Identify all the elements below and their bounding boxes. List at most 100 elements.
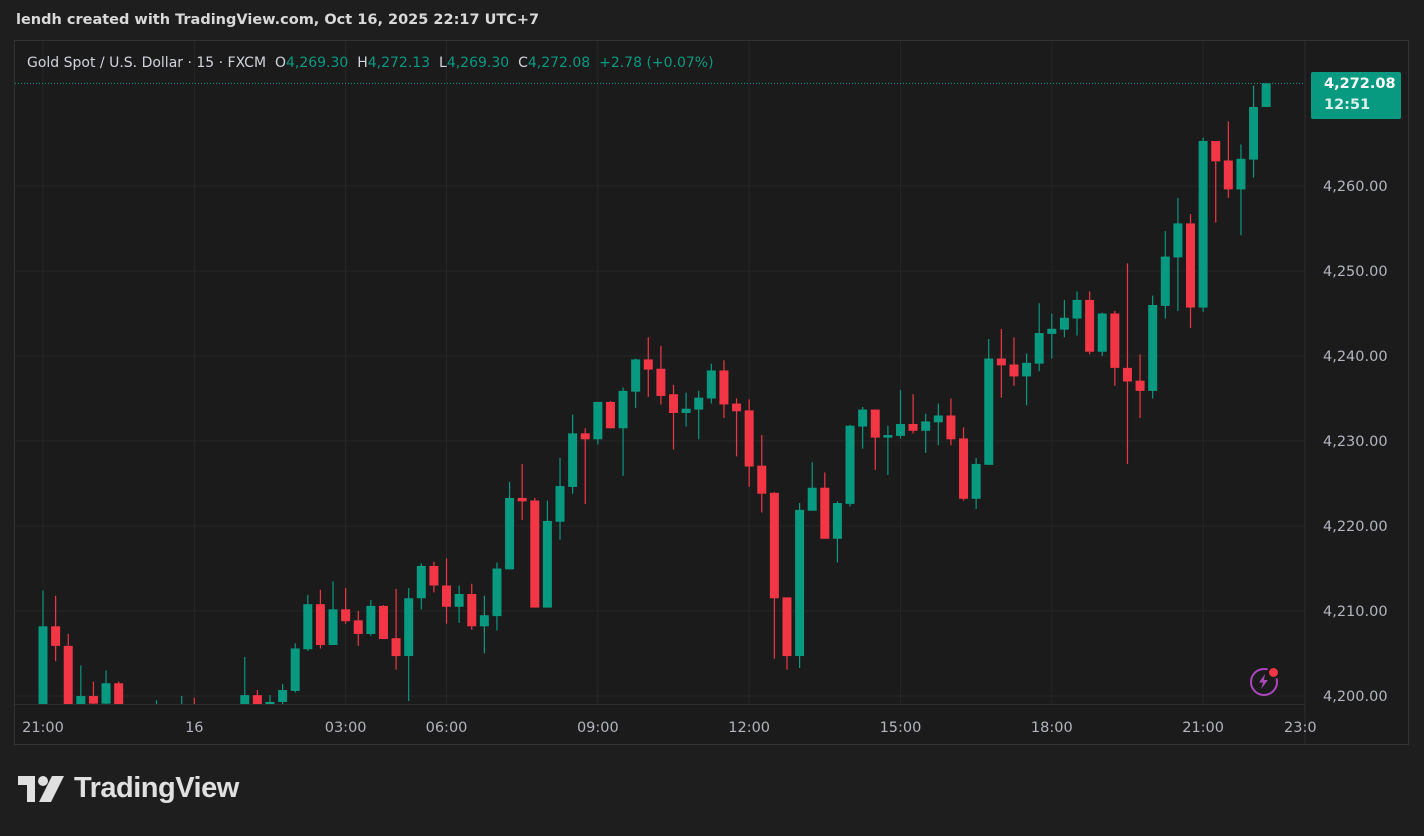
candle[interactable] (820, 472, 830, 539)
candle[interactable] (278, 684, 288, 706)
candle[interactable] (152, 700, 161, 714)
candle[interactable] (1223, 121, 1233, 198)
candle[interactable] (517, 463, 527, 521)
candle[interactable] (228, 706, 237, 719)
candle[interactable] (921, 413, 931, 453)
candle[interactable] (240, 656, 250, 713)
candle[interactable] (1236, 144, 1246, 236)
candle[interactable] (38, 590, 48, 715)
candle[interactable] (467, 583, 477, 630)
candle[interactable] (63, 633, 73, 717)
candle[interactable] (732, 398, 742, 457)
candle[interactable] (1085, 291, 1095, 355)
candle[interactable] (542, 500, 552, 608)
candle[interactable] (530, 497, 540, 608)
candle[interactable] (177, 696, 186, 713)
candle[interactable] (190, 697, 199, 712)
candle[interactable] (605, 401, 615, 429)
candle[interactable] (807, 462, 817, 511)
candle[interactable] (1110, 310, 1120, 386)
candle[interactable] (76, 665, 86, 713)
candle[interactable] (984, 339, 994, 465)
candle[interactable] (669, 384, 678, 450)
candle[interactable] (719, 360, 729, 419)
candle[interactable] (341, 588, 351, 624)
candle[interactable] (996, 328, 1006, 398)
candle[interactable] (593, 401, 603, 445)
candle[interactable] (290, 643, 300, 693)
candle[interactable] (404, 588, 414, 702)
candle[interactable] (51, 595, 61, 662)
candle[interactable] (908, 394, 918, 434)
candle[interactable] (328, 581, 338, 645)
candle[interactable] (492, 562, 502, 631)
candle[interactable] (694, 390, 704, 440)
candle[interactable] (1249, 85, 1259, 178)
candle[interactable] (656, 345, 666, 405)
candle[interactable] (1059, 299, 1069, 338)
candle[interactable] (1135, 354, 1145, 419)
candle[interactable] (933, 403, 943, 446)
candle[interactable] (568, 414, 578, 494)
candle[interactable] (1186, 214, 1196, 328)
candle[interactable] (101, 670, 111, 708)
candle[interactable] (959, 427, 969, 501)
candle[interactable] (416, 563, 426, 610)
candle[interactable] (88, 681, 98, 710)
candle[interactable] (315, 589, 325, 649)
candle[interactable] (643, 337, 653, 397)
candle[interactable] (971, 458, 981, 509)
candle[interactable] (1160, 231, 1170, 319)
candle[interactable] (769, 492, 779, 659)
candle[interactable] (1022, 353, 1032, 406)
candle[interactable] (265, 695, 275, 711)
candle[interactable] (127, 705, 136, 716)
candle[interactable] (366, 599, 376, 636)
candle[interactable] (580, 428, 590, 504)
candle[interactable] (1148, 295, 1158, 399)
candle[interactable] (114, 681, 124, 712)
candle[interactable] (795, 503, 805, 668)
candle[interactable] (1198, 137, 1208, 312)
candle[interactable] (744, 399, 754, 487)
candle[interactable] (454, 585, 464, 623)
candle[interactable] (303, 594, 313, 651)
candle[interactable] (895, 390, 905, 439)
candle[interactable] (1261, 82, 1271, 107)
candle[interactable] (870, 409, 880, 470)
candle[interactable] (845, 424, 855, 507)
candle[interactable] (1173, 197, 1183, 311)
candle[interactable] (202, 705, 211, 716)
candle[interactable] (706, 363, 716, 404)
candle[interactable] (858, 407, 868, 449)
candle[interactable] (442, 558, 452, 624)
candle[interactable] (681, 392, 691, 427)
candle[interactable] (479, 595, 489, 654)
candle[interactable] (1034, 303, 1044, 372)
candle[interactable] (165, 705, 174, 714)
lightning-bolt-icon[interactable] (1250, 666, 1280, 696)
candle[interactable] (391, 588, 401, 670)
candle[interactable] (252, 690, 262, 708)
symbol-name[interactable]: Gold Spot / U.S. Dollar · 15 · FXCM (27, 55, 267, 71)
candle[interactable] (378, 605, 388, 640)
candle[interactable] (1047, 313, 1057, 359)
candle[interactable] (946, 398, 956, 446)
candle[interactable] (757, 435, 767, 513)
candle[interactable] (1211, 140, 1221, 223)
candle[interactable] (832, 501, 842, 563)
candle[interactable] (353, 611, 363, 646)
candle[interactable] (782, 597, 792, 670)
candle[interactable] (429, 561, 439, 593)
candle[interactable] (1072, 291, 1082, 336)
candle[interactable] (505, 481, 515, 570)
candle[interactable] (1122, 263, 1132, 464)
candle[interactable] (618, 387, 628, 476)
candle[interactable] (1097, 312, 1107, 356)
candle[interactable] (215, 706, 224, 718)
candle[interactable] (631, 358, 641, 408)
candle[interactable] (883, 425, 893, 475)
candle[interactable] (555, 458, 565, 540)
candle[interactable] (139, 707, 148, 717)
